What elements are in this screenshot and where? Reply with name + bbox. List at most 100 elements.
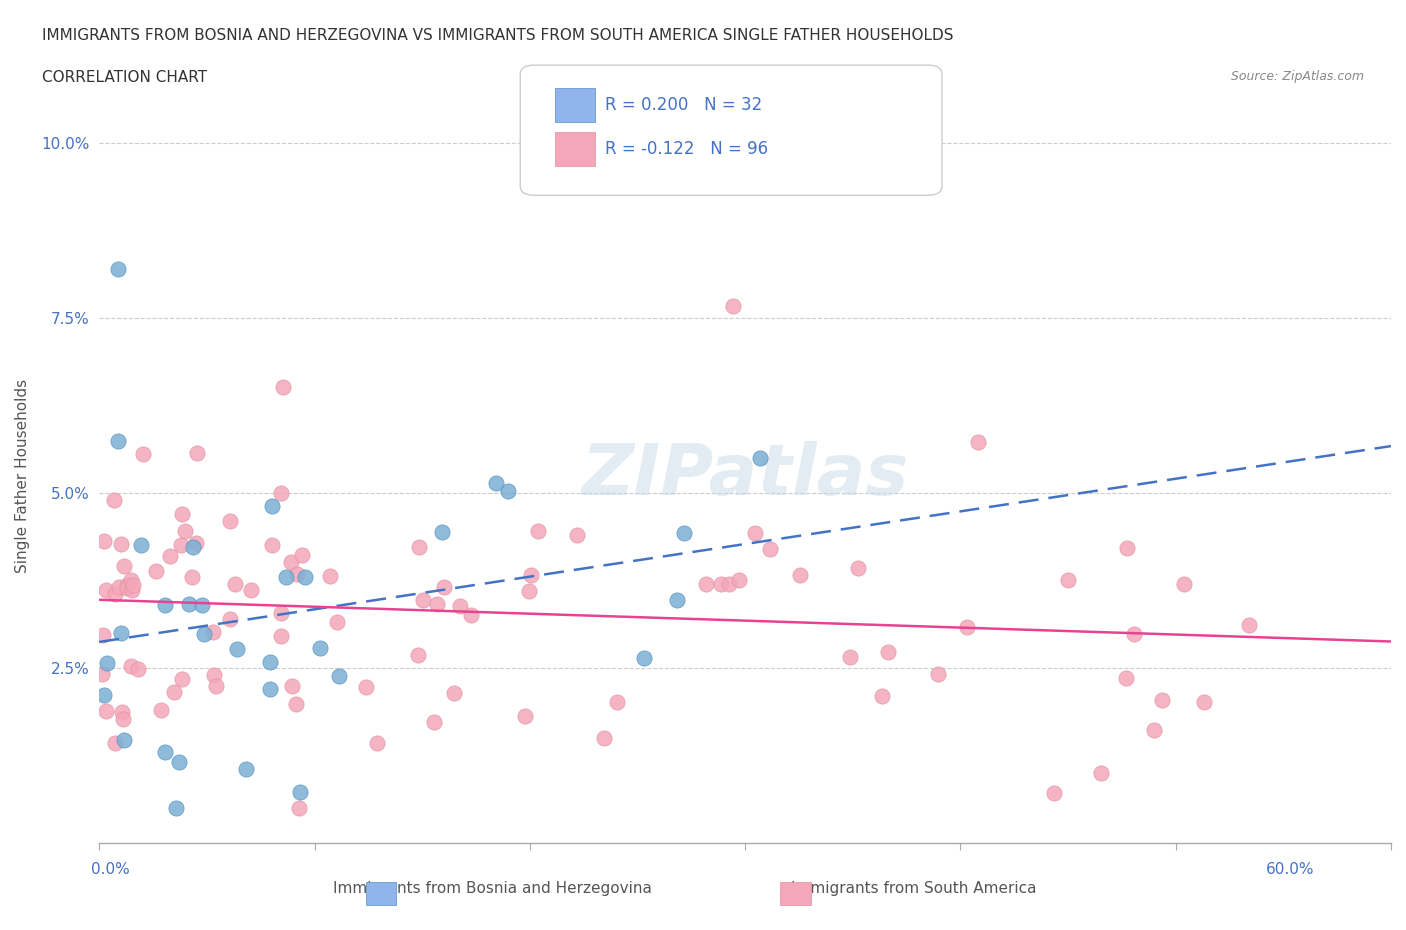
Point: [709, 577, 731, 591]
Point: [169, 538, 191, 552]
Point: [270, 485, 292, 500]
Point: [846, 561, 869, 576]
Point: [672, 525, 695, 540]
Point: [132, 446, 155, 461]
Point: [153, 745, 176, 760]
Point: [412, 592, 434, 607]
Point: [271, 379, 294, 394]
Point: [1043, 785, 1066, 800]
Point: [520, 567, 543, 582]
Point: [181, 540, 204, 555]
Point: [145, 564, 167, 578]
Point: [202, 667, 225, 682]
Point: [319, 568, 342, 583]
Point: [967, 434, 990, 449]
Point: [103, 493, 125, 508]
Point: [111, 711, 134, 726]
Text: IMMIGRANTS FROM BOSNIA AND HERZEGOVINA VS IMMIGRANTS FROM SOUTH AMERICA SINGLE F: IMMIGRANTS FROM BOSNIA AND HERZEGOVINA V…: [42, 28, 953, 43]
Point: [749, 450, 772, 465]
Point: [181, 569, 204, 584]
Point: [291, 548, 314, 563]
Point: [426, 597, 449, 612]
Point: [235, 762, 257, 777]
Point: [259, 681, 281, 696]
Point: [721, 299, 744, 313]
Point: [460, 607, 482, 622]
Point: [744, 525, 766, 540]
Point: [449, 599, 471, 614]
Point: [1173, 577, 1195, 591]
Text: R = 0.200   N = 32: R = 0.200 N = 32: [605, 96, 762, 114]
Point: [288, 785, 311, 800]
Point: [240, 582, 263, 597]
Point: [186, 445, 208, 460]
Point: [666, 592, 689, 607]
Point: [104, 736, 127, 751]
Point: [96, 656, 118, 671]
Point: [91, 667, 114, 682]
Point: [325, 614, 347, 629]
Text: Source: ZipAtlas.com: Source: ZipAtlas.com: [1230, 70, 1364, 83]
Point: [112, 733, 135, 748]
Point: [110, 705, 132, 720]
Point: [190, 597, 212, 612]
Point: [270, 629, 292, 644]
Text: Immigrants from Bosnia and Herzegovina: Immigrants from Bosnia and Herzegovina: [333, 881, 651, 896]
Point: [1150, 692, 1173, 707]
Point: [112, 558, 135, 573]
Point: [789, 567, 811, 582]
Text: CORRELATION CHART: CORRELATION CHART: [42, 70, 207, 85]
Point: [225, 642, 247, 657]
Point: [517, 584, 540, 599]
Point: [285, 697, 308, 711]
Point: [110, 537, 132, 551]
Point: [262, 538, 284, 552]
Point: [1116, 541, 1139, 556]
Point: [170, 507, 193, 522]
Point: [927, 667, 949, 682]
Point: [1115, 671, 1137, 685]
Text: Immigrants from South America: Immigrants from South America: [792, 881, 1036, 896]
Point: [877, 644, 900, 659]
Point: [165, 801, 187, 816]
Point: [728, 573, 751, 588]
Point: [406, 647, 429, 662]
Point: [270, 605, 292, 620]
Point: [121, 582, 143, 597]
Point: [1192, 695, 1215, 710]
Point: [120, 573, 142, 588]
Point: [839, 650, 862, 665]
Point: [117, 578, 139, 592]
Point: [328, 669, 350, 684]
Point: [218, 513, 240, 528]
Point: [443, 685, 465, 700]
Point: [496, 484, 519, 498]
Point: [515, 709, 537, 724]
Point: [956, 620, 979, 635]
Point: [430, 525, 453, 539]
Text: R = -0.122   N = 96: R = -0.122 N = 96: [605, 140, 768, 158]
Point: [91, 628, 114, 643]
Point: [122, 578, 145, 592]
Point: [224, 577, 246, 591]
Point: [717, 577, 740, 591]
Point: [274, 570, 297, 585]
Point: [1142, 723, 1164, 737]
Point: [281, 678, 304, 693]
Point: [1090, 765, 1112, 780]
Point: [107, 434, 129, 449]
Point: [280, 554, 302, 569]
Point: [117, 581, 139, 596]
Point: [1123, 627, 1146, 642]
Point: [606, 695, 628, 710]
Point: [94, 704, 117, 719]
Point: [153, 598, 176, 613]
Point: [633, 651, 655, 666]
Text: ZIPatlas: ZIPatlas: [582, 441, 908, 510]
Point: [423, 715, 446, 730]
Point: [758, 541, 780, 556]
Point: [201, 625, 224, 640]
Point: [167, 754, 190, 769]
Point: [193, 627, 215, 642]
Point: [593, 731, 616, 746]
